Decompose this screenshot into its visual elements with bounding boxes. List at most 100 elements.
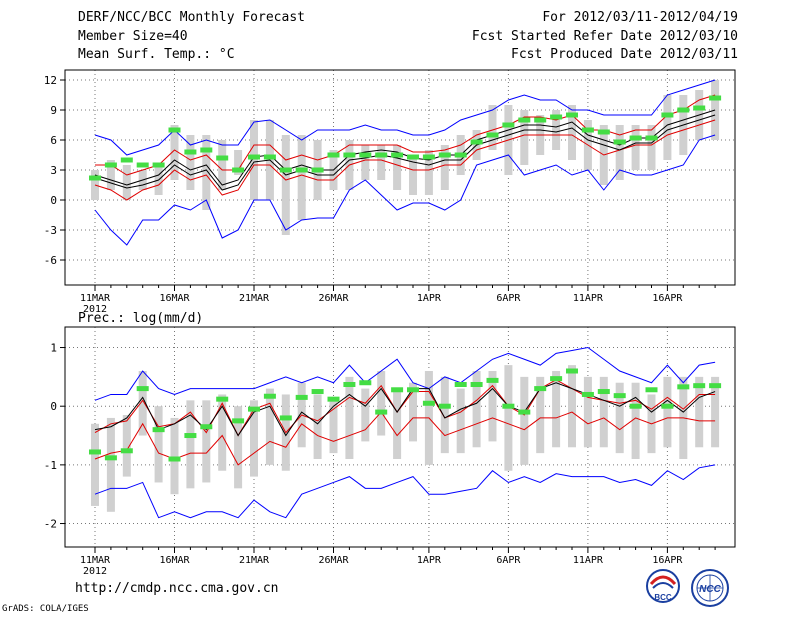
obs-marker — [629, 135, 642, 141]
ensemble-box — [91, 423, 99, 506]
obs-marker — [661, 403, 674, 409]
obs-marker — [200, 147, 213, 153]
obs-marker — [407, 387, 419, 393]
ensemble-box — [472, 371, 481, 448]
ensemble-box — [377, 145, 386, 180]
series-mean-line — [94, 382, 716, 437]
ensemble-box — [615, 125, 624, 180]
ensemble-box — [599, 376, 608, 448]
x-tick-label: 16MAR — [159, 293, 190, 304]
obs-marker — [677, 384, 690, 390]
obs-marker — [311, 389, 324, 395]
obs-marker — [89, 449, 101, 455]
obs-marker — [518, 409, 531, 415]
forecast-period: For 2012/03/11-2012/04/19 — [542, 10, 738, 25]
ensemble-box — [409, 155, 417, 195]
obs-marker — [104, 162, 117, 168]
obs-marker — [407, 154, 419, 160]
obs-marker — [295, 394, 308, 400]
ensemble-box — [345, 376, 354, 459]
ensemble-box — [106, 417, 115, 512]
y-tick-label: -1 — [44, 459, 57, 472]
ensemble-box — [409, 382, 417, 442]
obs-marker — [263, 393, 276, 399]
obs-marker — [470, 381, 483, 387]
precipitation-panel: 1 0 -1 -2 11MAR 16MAR 21MAR 26MAR 1APR 6APR 11APR 1… — [44, 311, 736, 577]
ensemble-box — [202, 400, 211, 483]
obs-marker — [629, 403, 642, 409]
obs-marker — [645, 135, 658, 141]
obs-marker — [693, 383, 706, 389]
obs-marker — [375, 152, 388, 158]
series-max-line — [94, 79, 716, 156]
ensemble-box — [281, 135, 290, 235]
ensemble-box — [663, 95, 672, 160]
obs-marker — [327, 152, 340, 158]
x-tick-label: 16MAR — [159, 555, 190, 566]
forecast-started-date: Fcst Started Refer Date 2012/03/10 — [471, 29, 738, 44]
member-size: Member Size=40 — [78, 29, 188, 44]
series-min-line — [94, 464, 716, 519]
obs-marker — [534, 386, 547, 392]
ensemble-box — [440, 376, 449, 454]
y-tick-label: 9 — [50, 104, 57, 117]
obs-marker — [454, 381, 467, 387]
obs-marker — [709, 383, 722, 389]
ensemble-box — [234, 406, 243, 489]
ensemble-box — [250, 400, 258, 477]
y-tick-label: -6 — [44, 254, 57, 267]
obs-marker — [581, 127, 594, 133]
obs-marker — [454, 152, 467, 158]
forecast-produced-date: Fcst Produced Date 2012/03/11 — [511, 47, 738, 62]
ensemble-box — [504, 365, 513, 471]
obs-marker — [216, 396, 229, 402]
ensemble-box — [488, 105, 497, 150]
chart-title: DERF/NCC/BCC Monthly Forecast — [78, 10, 305, 25]
ensemble-box — [265, 388, 274, 465]
ensemble-box — [250, 120, 258, 200]
ensemble-box — [520, 376, 529, 465]
obs-marker — [168, 456, 181, 462]
ensemble-box — [170, 125, 179, 180]
ensemble-box — [234, 150, 243, 175]
obs-marker — [343, 152, 356, 158]
series-mean2-line — [94, 114, 716, 191]
x-tick-label: 21MAR — [239, 555, 270, 566]
obs-marker — [311, 167, 324, 173]
website-url[interactable]: http://cmdp.ncc.cma.gov.cn — [75, 581, 279, 596]
ensemble-box — [711, 376, 720, 448]
ensemble-box — [615, 382, 624, 454]
obs-marker — [581, 391, 594, 397]
obs-marker — [534, 117, 547, 123]
obs-marker — [136, 162, 149, 168]
obs-marker — [391, 152, 404, 158]
obs-marker — [89, 175, 101, 181]
obs-marker — [200, 424, 213, 430]
obs-marker — [248, 406, 260, 412]
ensemble-box — [583, 376, 592, 448]
series-mean-line — [94, 109, 716, 186]
ensemble-box — [106, 160, 115, 190]
plot-frame — [64, 69, 736, 286]
ensemble-box — [313, 394, 322, 459]
obs-marker — [375, 409, 388, 415]
x-tick-label: 11APR — [573, 293, 604, 304]
ensemble-box — [631, 382, 640, 459]
obs-marker — [693, 105, 706, 111]
x-tick-label: 11MAR — [80, 555, 111, 566]
series-p90-line — [95, 94, 716, 176]
ensemble-box — [122, 415, 131, 477]
obs-marker — [295, 167, 308, 173]
grads-credit: GrADS: COLA/IGES — [2, 604, 89, 614]
ensemble-box — [186, 400, 195, 489]
ensemble-box — [218, 394, 227, 471]
ensemble-box — [361, 145, 370, 180]
obs-marker — [391, 387, 404, 393]
obs-marker — [120, 157, 133, 163]
ensemble-box — [377, 371, 386, 436]
obs-marker — [709, 95, 722, 101]
obs-marker — [645, 387, 658, 393]
obs-marker — [136, 386, 149, 392]
obs-marker — [184, 149, 197, 155]
